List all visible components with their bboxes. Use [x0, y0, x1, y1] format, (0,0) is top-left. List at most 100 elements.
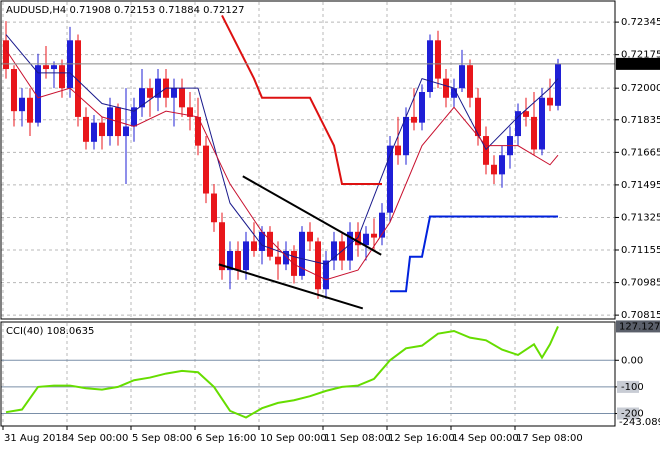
candle-body: [523, 111, 529, 117]
candle-body: [131, 107, 137, 127]
candle-body: [267, 231, 273, 257]
candle-body: [27, 97, 33, 123]
level-label-box: [617, 407, 639, 420]
candle-body: [243, 241, 249, 271]
candle-body: [75, 40, 81, 117]
candle-body: [331, 241, 337, 261]
candle-body: [419, 92, 425, 123]
candle-body: [531, 116, 537, 150]
current-cci-label: 127.1278: [619, 321, 660, 332]
candle-body: [291, 250, 297, 276]
candle-body: [211, 193, 217, 223]
y-tick-label: 0.72000: [621, 83, 660, 94]
candle-body: [83, 116, 89, 142]
candle-body: [299, 231, 305, 276]
candle-body: [491, 164, 497, 175]
close-value: 0.72127: [203, 5, 244, 16]
x-tick-label: 11 Sep 08:00: [324, 433, 391, 444]
candle-body: [227, 250, 233, 271]
low-value: 0.71884: [159, 5, 200, 16]
x-tick-label: 12 Sep 16:00: [388, 433, 455, 444]
candle-body: [123, 126, 129, 137]
chart-title: AUDUSD,H4 0.71908 0.72153 0.71884 0.7212…: [6, 5, 244, 16]
y-tick-label: 0.71325: [621, 212, 660, 223]
candle-body: [99, 122, 105, 137]
y-tick-label: 0.00: [621, 355, 643, 366]
candle-body: [171, 88, 177, 98]
candle-body: [235, 250, 241, 271]
y-tick-label: -243.0898: [619, 417, 660, 428]
candle-body: [435, 40, 441, 79]
candle-body: [43, 65, 49, 70]
candle-body: [179, 88, 185, 108]
cci-frame: [0, 321, 616, 427]
candle-body: [475, 97, 481, 137]
candle-body: [555, 63, 561, 106]
y-tick-label: -200: [621, 409, 644, 420]
candle-body: [91, 122, 97, 142]
y-tick-label: 0.71155: [621, 245, 660, 256]
candle-body: [259, 231, 265, 251]
x-tick-label: 31 Aug 2018: [4, 433, 68, 444]
candle-body: [11, 69, 17, 112]
symbol: AUDUSD,H4: [6, 5, 66, 16]
candle-body: [283, 250, 289, 265]
y-tick-label: 0.71835: [621, 115, 660, 126]
candle-body: [59, 65, 65, 89]
candle-body: [483, 136, 489, 165]
price-panel: [1, 2, 615, 318]
candle-body: [547, 97, 553, 106]
x-tick-label: 5 Sep 08:00: [132, 433, 192, 444]
candle-body: [403, 116, 409, 156]
current-price-box: [616, 57, 660, 70]
candle-body: [371, 233, 377, 238]
candle-body: [499, 155, 505, 175]
candle-body: [355, 231, 361, 246]
overlay-line: [221, 14, 382, 185]
current-cci-box: [616, 320, 660, 333]
candle-body: [203, 145, 209, 194]
candle-body: [139, 88, 145, 108]
candle-body: [451, 88, 457, 98]
candle-body: [275, 256, 281, 265]
candle-body: [107, 107, 113, 137]
candle-body: [315, 241, 321, 290]
candle-body: [51, 65, 57, 70]
candle-body: [387, 145, 393, 213]
overlay-line: [218, 263, 364, 310]
candle-body: [443, 78, 449, 98]
candle-body: [251, 241, 257, 251]
cci-line: [5, 326, 559, 419]
candle-body: [363, 233, 369, 246]
candle-body: [379, 212, 385, 238]
candle-body: [515, 111, 521, 137]
cci-panel: [1, 323, 615, 425]
candle-body: [219, 222, 225, 271]
open-value: 0.71908: [69, 5, 110, 16]
current-price-label: 0.72127: [619, 59, 660, 70]
candle-body: [467, 65, 473, 98]
candle-body: [539, 97, 545, 150]
candle-body: [395, 145, 401, 156]
candle-body: [195, 116, 201, 146]
y-tick-label: -100: [621, 382, 644, 393]
x-tick-label: 17 Sep 08:00: [516, 433, 583, 444]
candle-body: [155, 78, 161, 98]
candle-body: [307, 231, 313, 242]
high-value: 0.72153: [114, 5, 155, 16]
candle-body: [459, 65, 465, 89]
y-tick-label: 0.71665: [621, 147, 660, 158]
candle-body: [147, 88, 153, 98]
overlay-line: [5, 49, 559, 281]
candle-body: [427, 40, 433, 93]
y-tick-label: 0.72345: [621, 17, 660, 28]
y-tick-label: 0.71495: [621, 180, 660, 191]
x-tick-label: 4 Sep 00:00: [68, 433, 128, 444]
candle-body: [187, 107, 193, 117]
overlay-line: [242, 175, 382, 256]
candle-body: [35, 65, 41, 123]
x-tick-label: 14 Sep 00:00: [452, 433, 519, 444]
y-tick-label: 0.70985: [621, 278, 660, 289]
x-tick-label: 6 Sep 16:00: [196, 433, 256, 444]
